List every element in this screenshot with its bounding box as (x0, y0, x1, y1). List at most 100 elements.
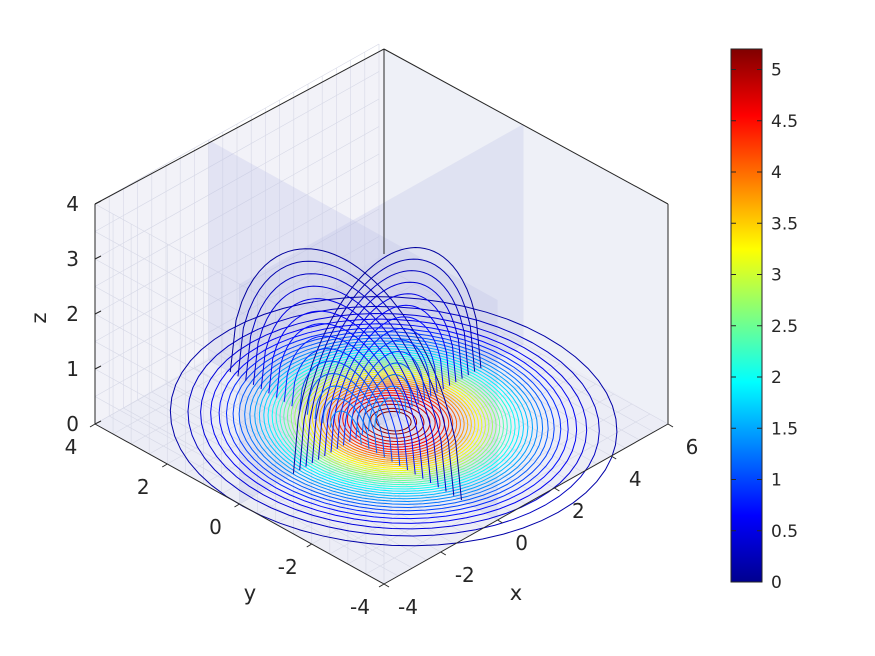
x-tick-mark (554, 487, 560, 492)
y-axis-label: y (244, 581, 256, 605)
x-tick-mark (440, 551, 447, 556)
z-tick-label: 0 (66, 412, 79, 436)
contour-line (244, 337, 544, 505)
x-tick-label: 6 (686, 435, 699, 459)
colorbar-tick-label: 5 (771, 61, 782, 81)
z-tick-label: 3 (66, 247, 79, 271)
y-tick-mark (89, 423, 96, 428)
y-tick-label: 4 (65, 435, 78, 459)
grid-line (239, 343, 524, 505)
contour-line (367, 385, 407, 432)
grid-line (130, 283, 416, 445)
colorbar: 0 0.5 1 1.5 2 2.5 3 3.5 4 4.5 5 (730, 48, 798, 593)
grid-line (94, 263, 380, 425)
grid-line (94, 126, 380, 287)
z-tick-label: 2 (66, 302, 79, 326)
slice-plane-x (208, 140, 498, 520)
grid-line (94, 208, 380, 370)
z-tick-label: 4 (66, 192, 79, 216)
contour-line (306, 373, 385, 458)
grid-line (149, 293, 434, 455)
x-tick-label: 2 (572, 499, 585, 523)
contour-line (290, 363, 497, 479)
x-tick-label: 4 (629, 467, 642, 491)
y-tick-mark (234, 503, 240, 508)
contour-line (252, 285, 439, 488)
axes-box (94, 43, 669, 585)
x-tick-mark (497, 519, 503, 524)
grid-line (221, 333, 506, 495)
contour-line (326, 383, 461, 459)
x-tick-mark (383, 583, 390, 588)
x-tick-label: 0 (515, 531, 528, 555)
y-tick-label: -2 (278, 555, 298, 579)
contour-line (346, 394, 441, 448)
contour-line (322, 398, 370, 449)
colorbar-ticks: 0 0.5 1 1.5 2 2.5 3 3.5 4 4.5 5 (731, 61, 798, 593)
contour-line (330, 385, 458, 457)
contour-line (267, 350, 520, 492)
contour-line (356, 400, 431, 442)
grid-line (112, 273, 398, 435)
colorbar-tick-label: 3.5 (771, 214, 798, 234)
contour-line (338, 389, 450, 453)
contour-line (299, 360, 393, 462)
contour-line (238, 334, 549, 508)
grid-line (94, 181, 380, 342)
grid-line (94, 71, 380, 232)
colorbar-tick-label: 1.5 (771, 419, 798, 439)
contour-line (279, 357, 508, 486)
box-edges (94, 48, 669, 585)
contour-line (286, 361, 501, 481)
contour-line (351, 397, 436, 445)
contour-line (304, 371, 483, 471)
x-axis-label: x (510, 581, 522, 605)
x-tick-label: -2 (455, 563, 475, 587)
colorbar-tick-label: 2.5 (771, 317, 798, 337)
contour-line (263, 348, 524, 495)
contour-line (249, 340, 538, 502)
contour-line (333, 387, 454, 455)
contour-line (260, 298, 432, 483)
z-tick-label: 1 (66, 357, 79, 381)
x-tick-mark (667, 423, 674, 428)
grid-line (94, 98, 380, 260)
contour-line (355, 362, 419, 439)
grid-line (347, 403, 633, 565)
contour-line (322, 381, 465, 462)
contour-line (294, 365, 494, 477)
contour-line (187, 305, 600, 537)
contour-line (218, 323, 569, 520)
z-tick-mark (94, 200, 102, 205)
colorbar-tick-label: 2 (771, 368, 782, 388)
contour-line (292, 247, 482, 474)
contour-line (299, 258, 476, 471)
contour-line (210, 318, 578, 524)
contour-line (225, 327, 562, 515)
x-tick-label: -4 (398, 595, 418, 619)
y-tick-label: -4 (350, 595, 370, 619)
contour-line (200, 312, 588, 530)
y-tick-mark (306, 543, 313, 548)
contour-line (317, 293, 457, 460)
y-tick-mark (378, 583, 385, 588)
grid-line (94, 153, 380, 315)
contour-line (271, 352, 516, 490)
z-tick-mark (94, 310, 102, 315)
y-tick-label: 0 (209, 515, 222, 539)
contour-line (342, 339, 432, 446)
contour-line (276, 323, 416, 475)
grid-line (311, 383, 596, 545)
contour-line (375, 410, 412, 432)
contour-line (268, 310, 424, 479)
contour-line (315, 377, 472, 466)
contour-line (374, 397, 401, 428)
contour-line (324, 304, 451, 457)
grid-line (94, 396, 385, 557)
grid-line (94, 231, 385, 392)
contour-line (361, 374, 413, 435)
colorbar-tick-label: 1 (771, 471, 782, 491)
contour-line (229, 248, 462, 501)
